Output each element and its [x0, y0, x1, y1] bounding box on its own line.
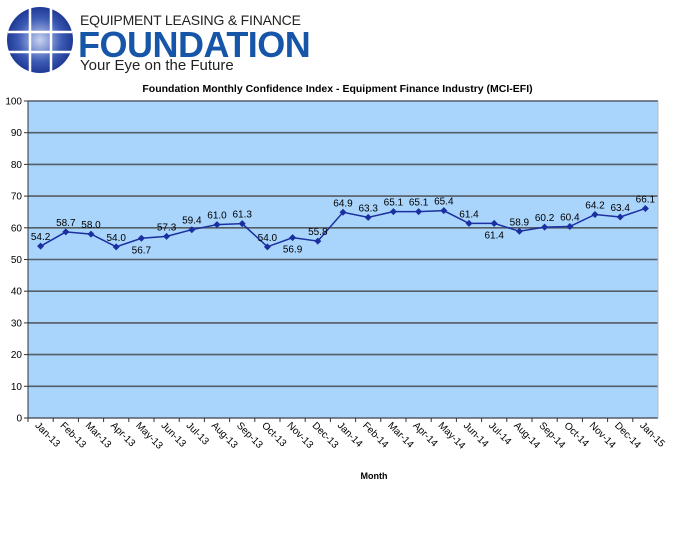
- data-label: 65.1: [384, 198, 404, 209]
- data-point: [541, 223, 549, 231]
- x-tick-label: Aug-13: [209, 420, 240, 451]
- data-point: [37, 242, 45, 250]
- data-point: [515, 227, 523, 235]
- data-label: 55.8: [308, 227, 328, 238]
- x-tick-label: Oct-13: [259, 420, 288, 449]
- x-axis-label: Month: [361, 471, 388, 481]
- data-point: [263, 243, 271, 251]
- x-tick-label: Nov-13: [284, 420, 315, 451]
- data-point: [188, 226, 196, 234]
- data-point: [137, 234, 145, 242]
- data-label: 54.0: [258, 233, 278, 244]
- data-label: 57.3: [157, 222, 177, 233]
- data-label: 65.1: [409, 198, 429, 209]
- y-tick-label: 40: [11, 287, 23, 298]
- x-tick-label: Mar-14: [385, 420, 415, 450]
- data-label: 61.4: [459, 209, 479, 220]
- x-tick-label: Jan-15: [637, 420, 667, 450]
- data-point: [339, 208, 347, 216]
- data-label: 58.7: [56, 218, 76, 229]
- data-point: [238, 220, 246, 228]
- y-tick-label: 100: [5, 97, 22, 108]
- data-point: [112, 243, 120, 251]
- x-tick-label: Mar-13: [83, 420, 113, 450]
- data-label: 61.4: [484, 230, 504, 241]
- data-point: [289, 234, 297, 242]
- logo-wordmark: FOUNDATION: [78, 24, 311, 65]
- x-tick-label: Sep-13: [234, 420, 265, 451]
- data-point: [415, 208, 423, 216]
- globe-grid-icon: [7, 7, 73, 73]
- x-tick-label: Feb-14: [360, 420, 390, 450]
- data-label: 64.2: [585, 200, 605, 211]
- x-tick-label: Aug-14: [511, 420, 542, 451]
- data-point: [616, 213, 624, 221]
- data-label: 63.3: [358, 203, 378, 214]
- x-tick-label: Jul-13: [184, 420, 211, 447]
- data-label: 58.9: [510, 217, 530, 228]
- data-point: [566, 223, 574, 231]
- data-label: 56.7: [132, 245, 152, 256]
- x-tick-label: Dec-13: [310, 420, 341, 451]
- logo-tagline: Your Eye on the Future: [80, 57, 234, 74]
- data-label: 60.4: [560, 213, 580, 224]
- x-tick-label: Sep-14: [536, 420, 567, 451]
- x-tick-label: Nov-14: [587, 420, 618, 451]
- data-point: [62, 228, 70, 236]
- y-tick-label: 80: [11, 160, 23, 171]
- y-tick-label: 30: [11, 318, 23, 329]
- y-tick-label: 0: [16, 414, 22, 425]
- data-point: [314, 237, 322, 245]
- logo-line1: EQUIPMENT LEASING & FINANCE: [80, 12, 301, 28]
- y-tick-label: 50: [11, 255, 23, 266]
- x-tick-label: Jul-14: [486, 420, 513, 447]
- data-point: [591, 210, 599, 218]
- data-label: 61.0: [207, 211, 227, 222]
- data-label: 60.2: [535, 213, 555, 224]
- x-tick-label: Jan-14: [335, 420, 365, 450]
- data-point: [87, 230, 95, 238]
- data-label: 66.1: [636, 194, 656, 205]
- data-point: [490, 219, 498, 227]
- y-tick-label: 90: [11, 128, 23, 139]
- data-label: 63.4: [610, 203, 630, 214]
- data-label: 65.4: [434, 197, 454, 208]
- data-label: 58.0: [81, 220, 101, 231]
- data-label: 56.9: [283, 245, 303, 256]
- x-tick-label: Jan-13: [32, 420, 62, 450]
- y-tick-label: 60: [11, 223, 23, 234]
- foundation-logo: EQUIPMENT LEASING & FINANCE FOUNDATION Y…: [4, 4, 324, 74]
- data-label: 54.2: [31, 232, 51, 243]
- x-tick-label: Feb-13: [58, 420, 88, 450]
- y-tick-label: 70: [11, 192, 23, 203]
- data-label: 54.0: [106, 233, 126, 244]
- data-label: 64.9: [333, 198, 353, 209]
- data-label: 61.3: [232, 210, 252, 221]
- data-point: [440, 207, 448, 215]
- data-point: [163, 232, 171, 240]
- data-point: [213, 221, 221, 229]
- y-tick-label: 10: [11, 382, 23, 393]
- data-point: [364, 213, 372, 221]
- y-tick-label: 20: [11, 350, 23, 361]
- data-point: [465, 219, 473, 227]
- data-label: 59.4: [182, 216, 202, 227]
- x-tick-label: Oct-14: [562, 420, 591, 449]
- data-point: [389, 208, 397, 216]
- x-tick-label: Dec-14: [612, 420, 643, 451]
- x-tick-label: Apr-14: [410, 420, 439, 449]
- x-tick-label: Apr-13: [108, 420, 137, 449]
- data-point: [641, 204, 649, 212]
- chart-title: Foundation Monthly Confidence Index - Eq…: [142, 83, 533, 95]
